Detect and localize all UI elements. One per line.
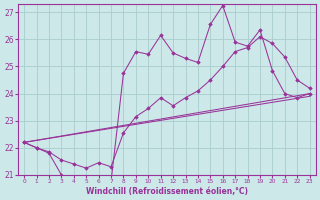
X-axis label: Windchill (Refroidissement éolien,°C): Windchill (Refroidissement éolien,°C) (86, 187, 248, 196)
